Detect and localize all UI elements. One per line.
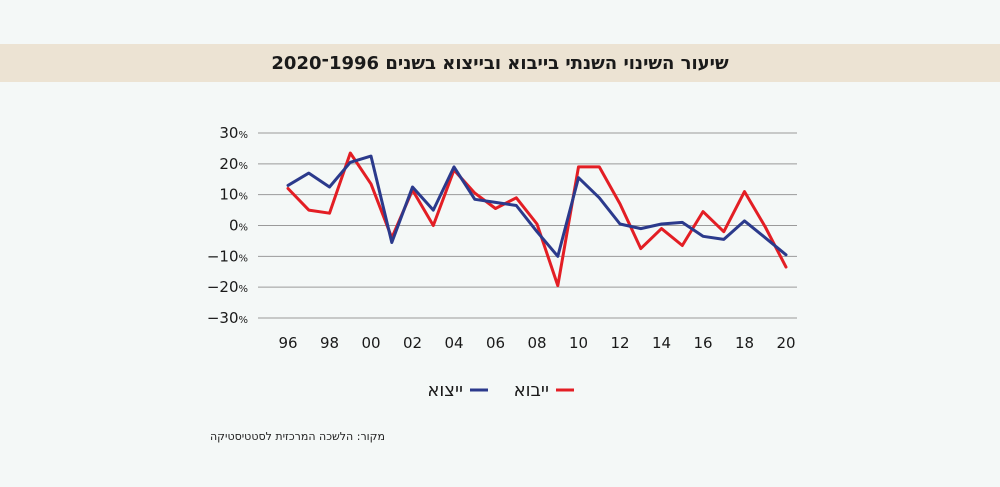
y-tick-label: 30% — [219, 124, 248, 142]
x-tick-label: 14 — [652, 334, 671, 352]
y-tick-label: 0% — [229, 217, 248, 235]
series-line-import — [286, 151, 788, 288]
x-axis-ticks: 96 98 00 02 04 06 08 10 12 14 16 18 20 — [278, 334, 795, 352]
grid-lines — [258, 132, 797, 319]
title-bar: שיעור השינוי השנתי בייבוא ובייצוא בשנים … — [0, 44, 1000, 82]
series-line-export — [286, 154, 788, 258]
y-tick-label: 10% — [219, 186, 248, 204]
x-tick-label: 18 — [735, 334, 754, 352]
y-tick-label: −20% — [207, 278, 248, 296]
legend-label: ייצוא — [427, 380, 463, 401]
x-tick-label: 16 — [693, 334, 712, 352]
source-note: מקור: הלשכה המרכזית לסטטיסטיקה — [210, 430, 385, 443]
y-tick-label: −30% — [207, 309, 248, 327]
series-lines — [286, 151, 788, 288]
x-tick-label: 04 — [444, 334, 463, 352]
y-axis-ticks: 30% 20% 10% 0% −10% −20% −30% — [207, 124, 248, 327]
x-tick-label: 06 — [486, 334, 505, 352]
x-tick-label: 08 — [527, 334, 546, 352]
y-tick-label: −10% — [207, 247, 248, 265]
x-tick-label: 02 — [403, 334, 422, 352]
x-tick-label: 20 — [776, 334, 795, 352]
legend-label: ייבוא — [514, 380, 549, 401]
x-tick-label: 00 — [361, 334, 380, 352]
chart-title: שיעור השינוי השנתי בייבוא ובייצוא בשנים … — [271, 52, 729, 74]
legend: ייצוא ייבוא — [427, 380, 574, 401]
x-tick-label: 12 — [610, 334, 629, 352]
x-tick-label: 10 — [569, 334, 588, 352]
x-tick-label: 98 — [320, 334, 339, 352]
y-tick-label: 20% — [219, 155, 248, 173]
x-tick-label: 96 — [278, 334, 297, 352]
